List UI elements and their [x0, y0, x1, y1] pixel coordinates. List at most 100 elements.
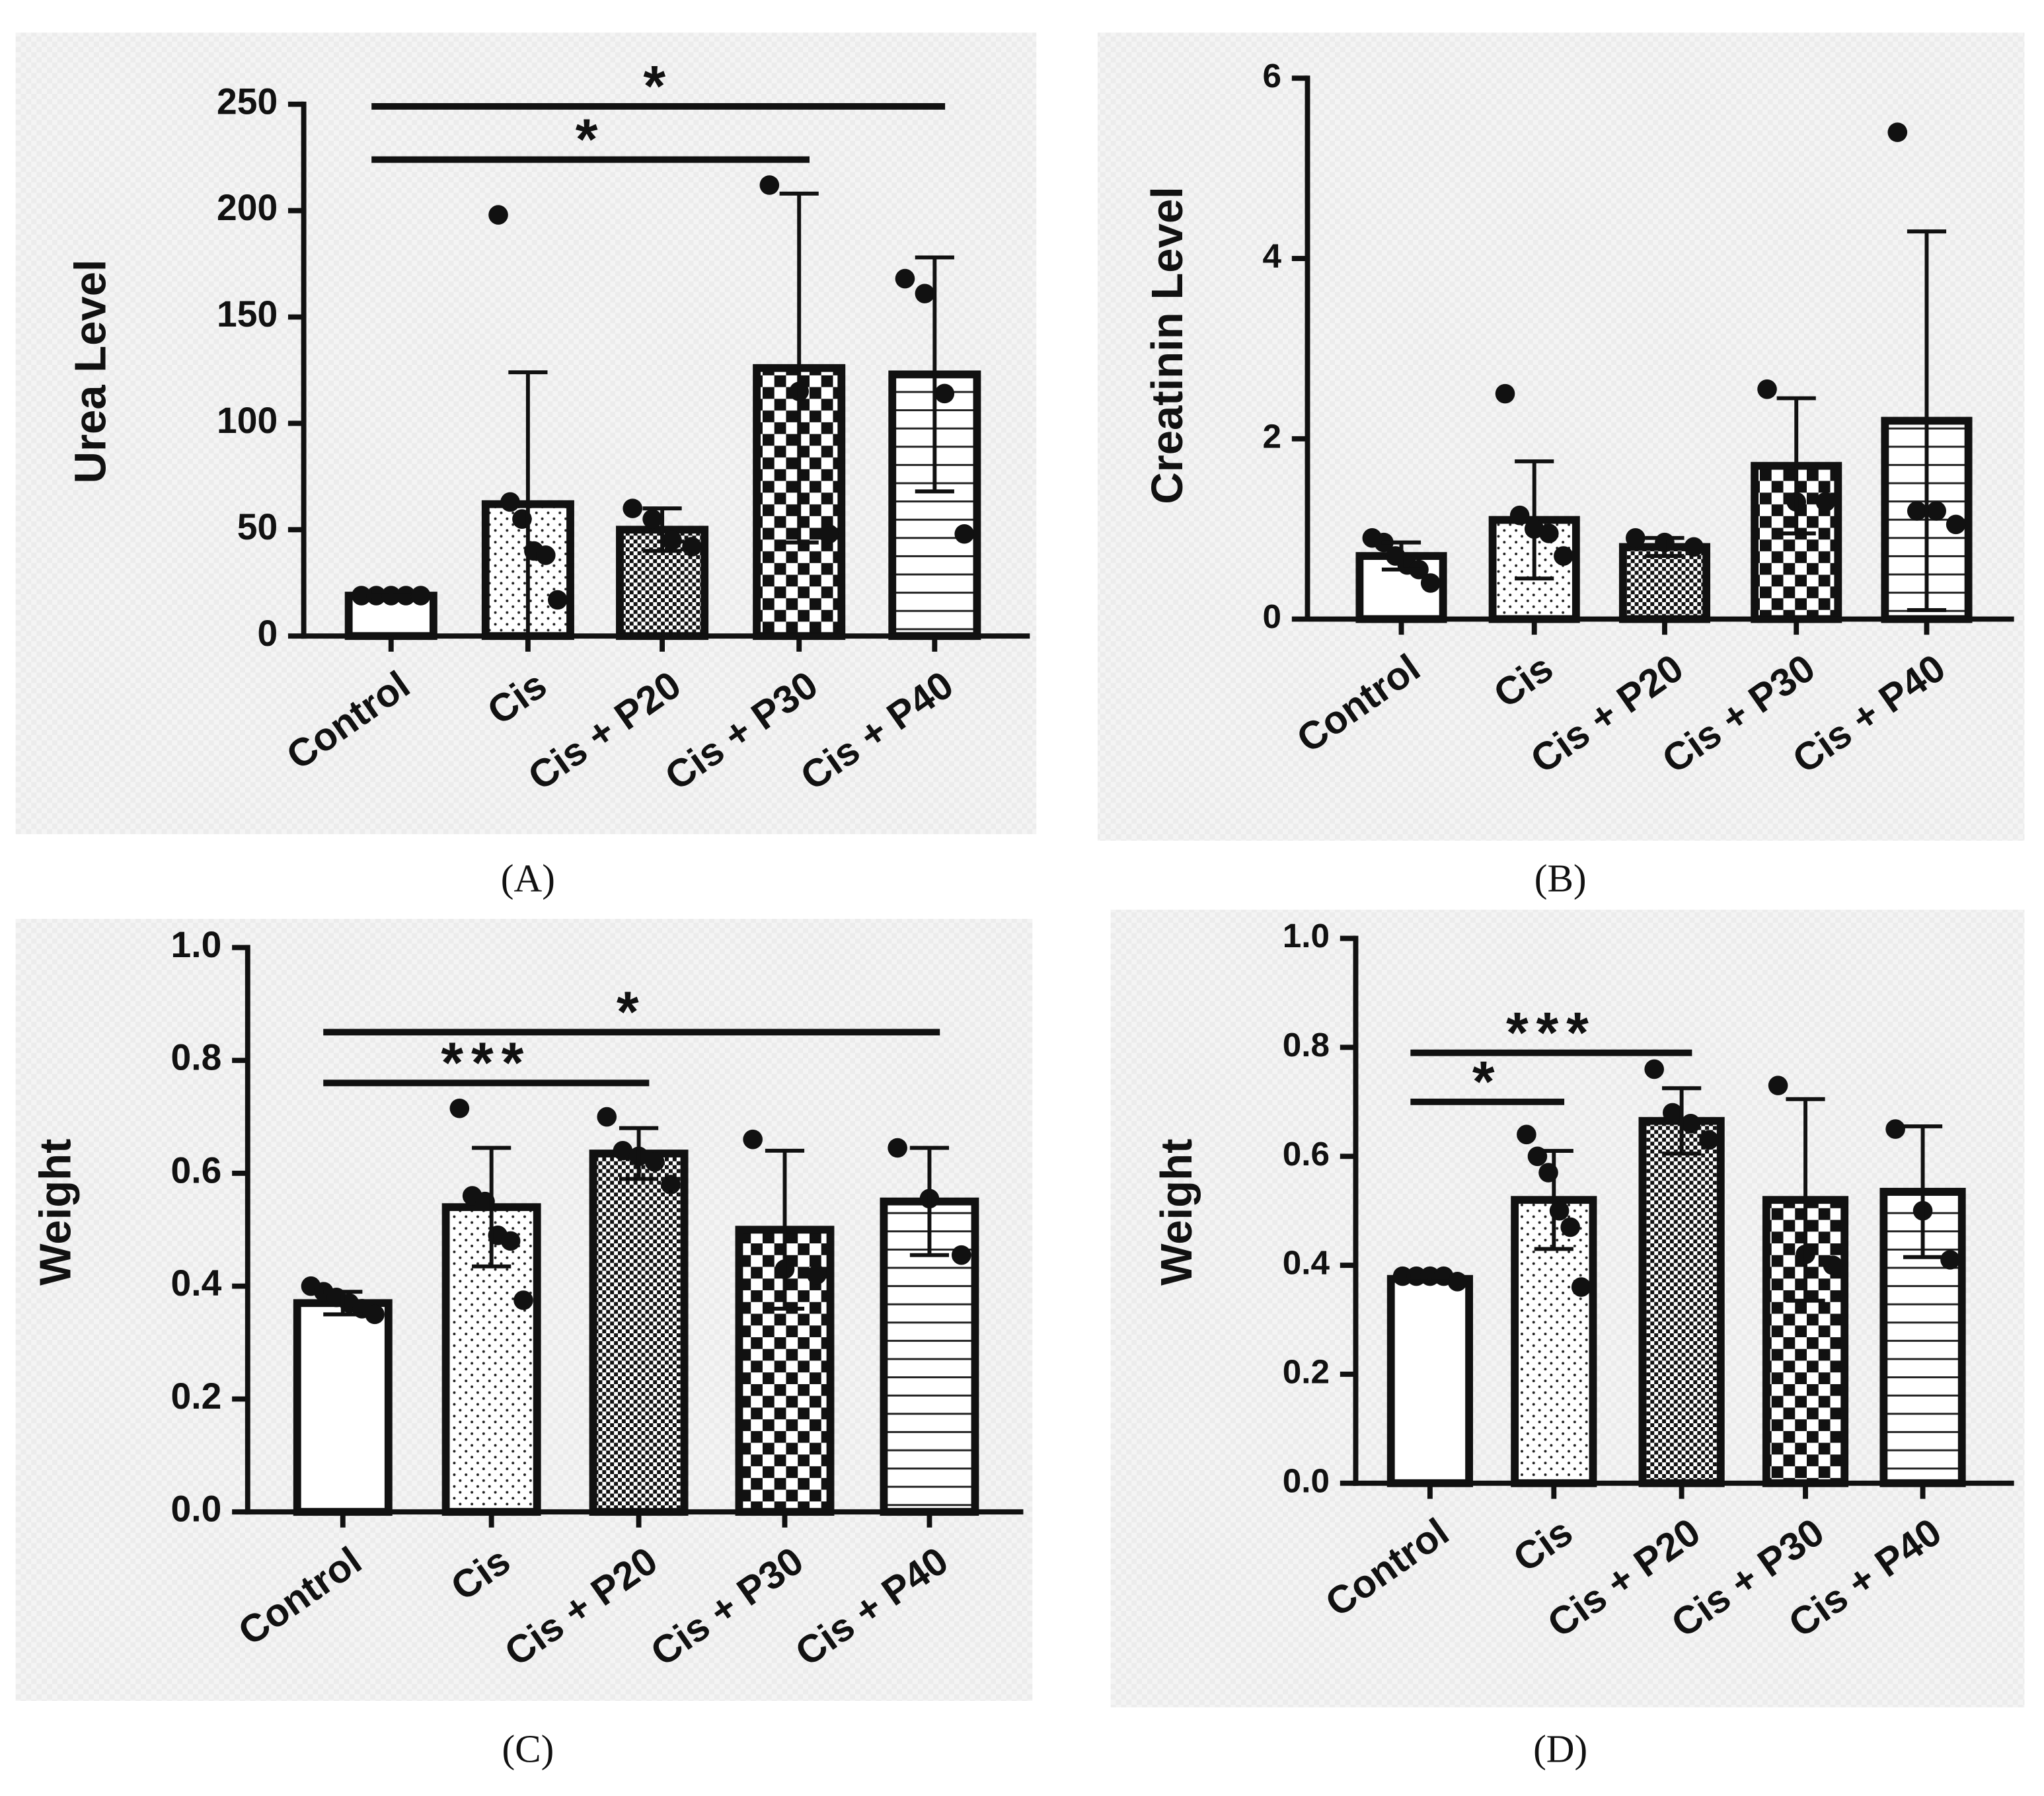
- y-tick-label: 4: [1263, 237, 1282, 275]
- data-point: [500, 1231, 521, 1251]
- data-point: [500, 492, 520, 512]
- error-bar: [909, 1146, 950, 1257]
- y-tick-label: 0.4: [171, 1263, 222, 1304]
- data-point: [1681, 1114, 1701, 1134]
- data-point: [613, 1140, 633, 1161]
- data-point: [1684, 537, 1704, 557]
- data-point: [1571, 1277, 1591, 1297]
- y-axis-label: Weight: [30, 1139, 80, 1286]
- error-bar: [1662, 1086, 1702, 1156]
- data-point: [547, 590, 568, 610]
- bar: [1618, 543, 1711, 623]
- data-point: [759, 175, 780, 195]
- y-tick-label: 0.2: [1283, 1353, 1330, 1391]
- data-point: [1885, 1119, 1905, 1139]
- error-bar: [1534, 1149, 1573, 1251]
- error-bar: [323, 1290, 363, 1317]
- significance-label: *: [643, 54, 673, 118]
- data-point: [951, 1245, 971, 1265]
- panel-label: (A): [501, 856, 555, 900]
- data-point: [1663, 1103, 1683, 1123]
- y-tick-label: 0.8: [1283, 1026, 1330, 1064]
- data-point: [1699, 1130, 1719, 1150]
- data-point: [1517, 1124, 1536, 1145]
- y-tick-label: 50: [237, 506, 278, 547]
- data-point: [915, 284, 935, 303]
- significance-label: ***: [1506, 1001, 1597, 1065]
- error-bar: [1381, 540, 1421, 572]
- error-bar: [371, 589, 411, 602]
- y-tick-label: 2: [1263, 417, 1282, 455]
- y-tick-label: 0: [1263, 598, 1282, 635]
- data-point: [1815, 492, 1836, 512]
- y-axis-label: Urea Level: [66, 259, 116, 483]
- data-point: [888, 1138, 907, 1158]
- panel-label: (B): [1534, 856, 1587, 900]
- error-bar: [472, 1146, 511, 1269]
- data-point: [934, 383, 955, 404]
- data-point: [597, 1107, 617, 1127]
- data-point: [449, 1098, 470, 1118]
- y-tick-label: 100: [217, 400, 278, 441]
- data-point: [536, 545, 556, 565]
- y-tick-label: 1.0: [171, 924, 222, 965]
- significance-label: ***: [441, 1031, 531, 1095]
- data-point: [623, 498, 642, 518]
- data-point: [1539, 524, 1559, 543]
- data-point: [954, 524, 975, 544]
- data-point: [1940, 1250, 1960, 1270]
- error-bar: [1515, 459, 1554, 581]
- data-point: [1757, 379, 1777, 399]
- error-bar: [915, 255, 954, 494]
- data-point: [352, 586, 371, 605]
- data-point: [410, 586, 431, 605]
- y-tick-label: 6: [1263, 57, 1282, 95]
- data-point: [682, 537, 702, 557]
- data-point: [365, 1304, 385, 1325]
- data-point: [488, 205, 508, 225]
- data-point: [895, 268, 915, 289]
- significance-label: *: [1472, 1050, 1503, 1114]
- y-tick-label: 0.6: [171, 1150, 222, 1191]
- y-tick-label: 150: [217, 293, 278, 334]
- error-bar: [765, 1148, 805, 1311]
- data-point: [1926, 501, 1946, 521]
- error-bar: [619, 1126, 659, 1181]
- y-axis-label: Creatinin Level: [1143, 186, 1192, 504]
- y-tick-label: 0.8: [171, 1037, 222, 1078]
- data-point: [743, 1129, 763, 1150]
- data-point: [1509, 505, 1530, 526]
- error-bar: [1776, 396, 1816, 535]
- data-point: [1946, 514, 1966, 535]
- panel-label: (D): [1533, 1727, 1587, 1771]
- data-point: [662, 530, 682, 551]
- data-point: [1554, 546, 1573, 566]
- y-tick-label: 250: [217, 81, 278, 122]
- y-tick-label: 0: [257, 613, 278, 654]
- error-bar: [1645, 535, 1684, 559]
- data-point: [1907, 501, 1927, 521]
- y-tick-label: 1.0: [1283, 917, 1330, 955]
- data-point: [1560, 1217, 1580, 1237]
- data-point: [1768, 1075, 1788, 1095]
- y-tick-label: 0.0: [171, 1489, 222, 1530]
- bar: [1386, 1274, 1474, 1487]
- error-bar: [642, 506, 682, 553]
- y-tick-label: 0.4: [1283, 1244, 1330, 1282]
- data-point: [1447, 1272, 1468, 1292]
- y-tick-label: 0.2: [171, 1376, 222, 1417]
- error-bar: [1410, 1274, 1450, 1284]
- error-bar: [1903, 1124, 1943, 1259]
- data-point: [807, 1265, 827, 1285]
- data-point: [1887, 122, 1908, 142]
- bar: [293, 1299, 393, 1516]
- significance-label: *: [576, 108, 606, 172]
- panel-background: [1097, 32, 2025, 841]
- data-point: [1823, 1255, 1843, 1275]
- data-point: [642, 509, 662, 529]
- data-point: [644, 1152, 665, 1172]
- data-point: [513, 1290, 533, 1310]
- y-axis-label: Weight: [1152, 1139, 1201, 1286]
- error-bar: [779, 191, 819, 545]
